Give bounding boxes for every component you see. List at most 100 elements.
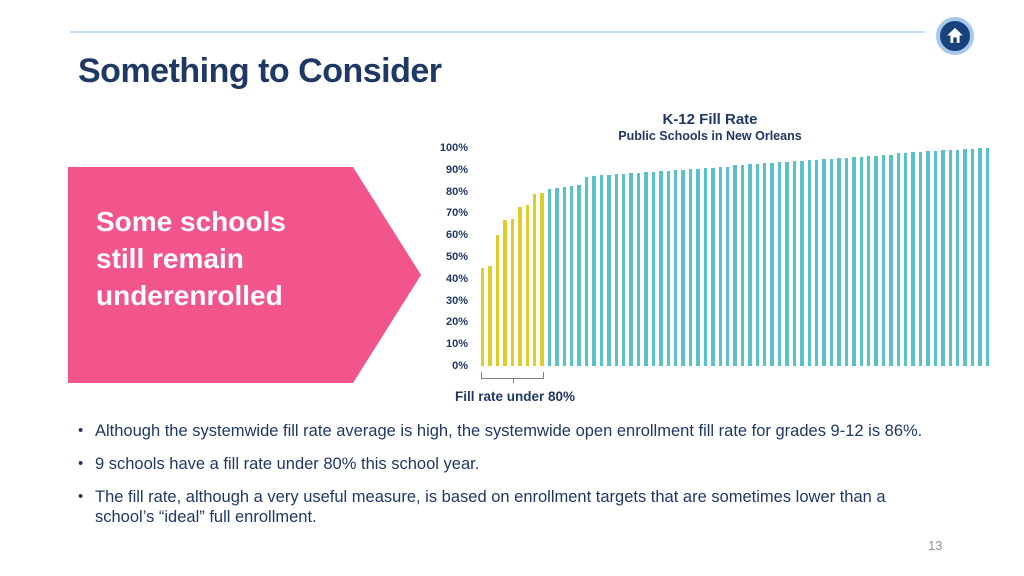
bar <box>896 153 901 366</box>
callout-line-1: Some schools <box>96 206 286 237</box>
bar <box>814 160 819 366</box>
bar <box>785 162 789 366</box>
bar <box>978 148 982 366</box>
bar <box>607 175 611 366</box>
bracket-label: Fill rate under 80% <box>455 389 576 404</box>
bullet-list: Although the systemwide fill rate averag… <box>76 421 944 540</box>
home-icon <box>947 27 963 43</box>
y-tick-label: 20% <box>445 316 468 329</box>
bar <box>673 169 678 366</box>
bar <box>904 153 908 366</box>
bar <box>918 152 923 366</box>
bar <box>592 176 596 366</box>
y-tick-label: 30% <box>445 294 468 307</box>
bar <box>948 150 952 366</box>
bar <box>644 171 648 366</box>
bar <box>829 158 834 366</box>
bar <box>926 151 930 366</box>
under-80-bracket <box>481 372 544 383</box>
bar <box>629 173 633 366</box>
bar <box>555 188 559 366</box>
bar <box>525 204 529 366</box>
chart-subtitle: Public Schools in New Orleans <box>618 129 802 143</box>
callout-line-3: underenrolled <box>96 280 283 311</box>
bar <box>518 206 522 366</box>
bar <box>963 149 967 366</box>
bar <box>807 160 811 366</box>
bar <box>614 174 619 366</box>
y-tick-label: 0% <box>452 360 468 372</box>
bar <box>547 189 552 366</box>
bar <box>956 150 960 366</box>
bullet-item-2: 9 schools have a fill rate under 80% thi… <box>76 454 944 474</box>
bar <box>570 186 574 366</box>
bar <box>651 171 656 366</box>
bar <box>688 168 693 366</box>
bar <box>755 164 760 366</box>
bar <box>911 152 915 366</box>
bar <box>874 155 878 366</box>
bar <box>584 177 589 366</box>
header-divider <box>70 31 925 33</box>
bar <box>770 163 774 366</box>
bar <box>622 174 626 366</box>
bar <box>718 166 722 366</box>
callout-arrow: Some schools still remain underenrolled <box>68 167 424 383</box>
bar <box>941 150 945 366</box>
callout-arrow-shape <box>68 167 421 383</box>
chart-header: K-12 Fill Rate Public Schools in New Orl… <box>430 111 990 143</box>
bar <box>881 154 886 366</box>
y-tick-label: 50% <box>445 251 468 263</box>
bar <box>740 165 745 366</box>
bullet-item-3: The fill rate, although a very useful me… <box>76 487 944 527</box>
bar <box>748 164 752 366</box>
y-axis: 100% 90% 80% 70% 60% 50% 40% 30% 20% 10% 0% <box>428 142 468 372</box>
bar <box>777 162 782 366</box>
chart-title: K-12 Fill Rate <box>662 111 758 128</box>
page-title: Something to Consider <box>78 52 442 90</box>
bar <box>503 219 507 366</box>
bar <box>725 166 730 366</box>
y-tick-label: 60% <box>445 229 468 242</box>
bullet-item-1: Although the systemwide fill rate averag… <box>76 421 944 441</box>
bar <box>481 267 485 366</box>
bar <box>933 151 938 366</box>
bar <box>763 163 767 366</box>
bar <box>852 156 856 366</box>
bar <box>532 193 537 366</box>
bar <box>889 154 893 366</box>
callout-line-2: still remain <box>96 243 244 274</box>
bar <box>837 157 841 366</box>
bar <box>495 235 500 366</box>
bar <box>488 265 492 366</box>
bar <box>970 149 975 366</box>
bar <box>659 170 663 366</box>
y-tick-label: 90% <box>445 163 468 176</box>
bar <box>681 169 685 366</box>
bar <box>696 168 700 366</box>
y-tick-label: 100% <box>439 142 468 154</box>
page-number: 13 <box>928 538 943 553</box>
bar <box>733 165 737 366</box>
bar <box>800 161 804 366</box>
bar <box>822 158 826 366</box>
bar <box>666 170 670 366</box>
bar <box>711 167 715 366</box>
y-tick-label: 70% <box>445 207 468 220</box>
bar <box>636 173 641 366</box>
y-tick-label: 80% <box>445 185 468 198</box>
bar <box>792 161 797 366</box>
bar-plot <box>481 148 990 366</box>
bar <box>703 167 708 366</box>
bar <box>510 218 515 366</box>
bar <box>577 185 581 366</box>
bar <box>859 156 863 366</box>
callout-text: Some schools still remain underenrolled <box>96 203 286 314</box>
y-tick-label: 40% <box>445 272 468 285</box>
bracket-center-tick <box>512 378 514 383</box>
bar <box>540 192 544 366</box>
home-button[interactable] <box>936 17 974 55</box>
bar <box>562 187 567 366</box>
bar <box>599 175 604 366</box>
